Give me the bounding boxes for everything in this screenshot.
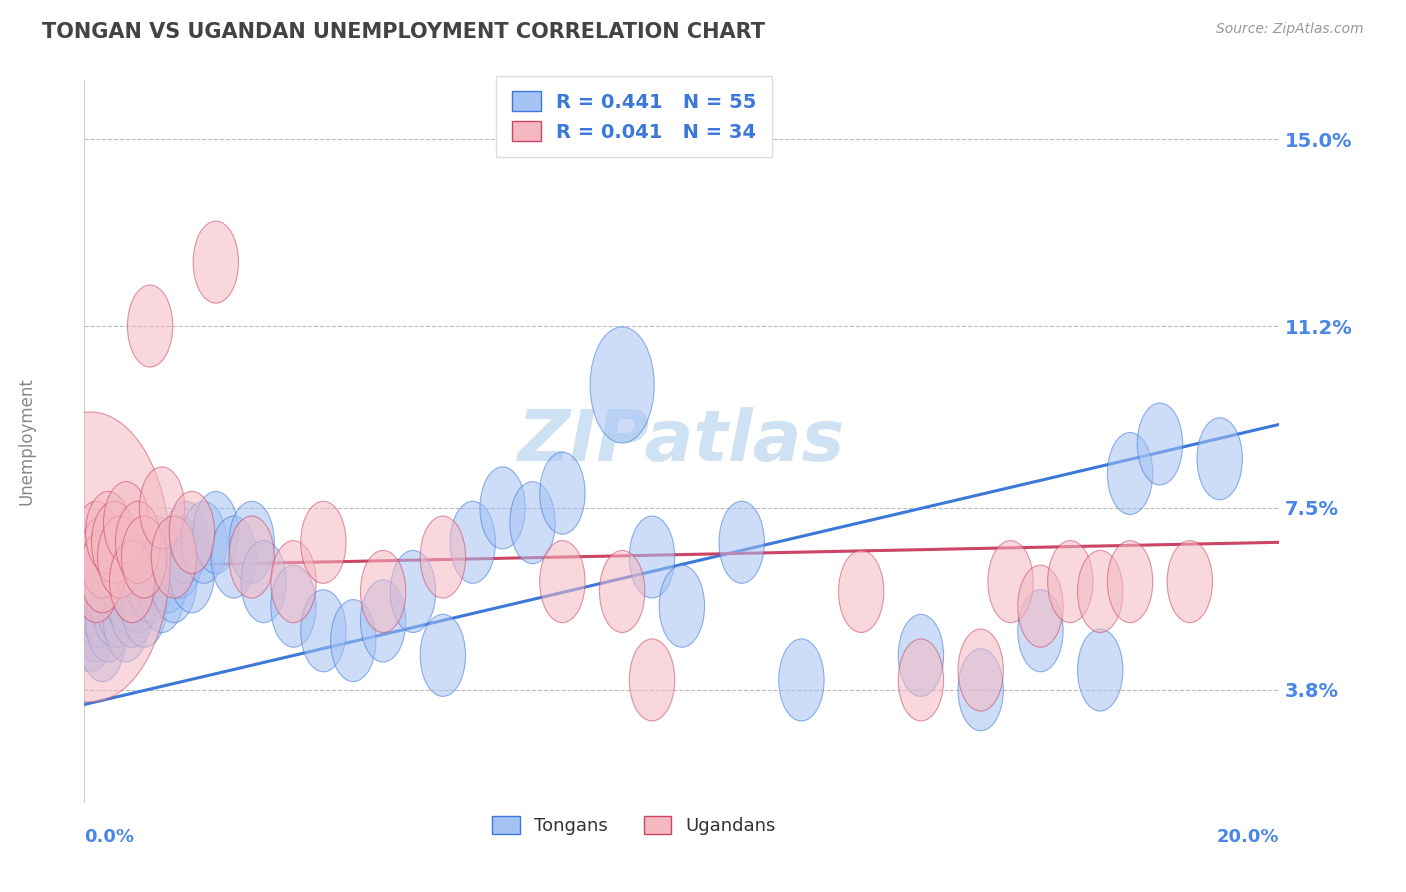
Ellipse shape xyxy=(229,501,274,583)
Ellipse shape xyxy=(898,639,943,721)
Ellipse shape xyxy=(115,501,160,583)
Ellipse shape xyxy=(957,629,1004,711)
Ellipse shape xyxy=(110,541,155,623)
Ellipse shape xyxy=(80,516,125,598)
Ellipse shape xyxy=(510,482,555,564)
Text: ZIPatlas: ZIPatlas xyxy=(519,407,845,476)
Ellipse shape xyxy=(91,501,136,583)
Ellipse shape xyxy=(163,501,208,583)
Ellipse shape xyxy=(181,501,226,583)
Ellipse shape xyxy=(91,531,136,613)
Ellipse shape xyxy=(80,566,125,648)
Ellipse shape xyxy=(110,541,155,623)
Ellipse shape xyxy=(73,501,120,583)
Ellipse shape xyxy=(139,550,184,632)
Ellipse shape xyxy=(91,541,136,623)
Ellipse shape xyxy=(240,541,287,623)
Ellipse shape xyxy=(80,599,125,681)
Ellipse shape xyxy=(104,482,149,564)
Ellipse shape xyxy=(97,541,143,623)
Ellipse shape xyxy=(121,516,167,598)
Ellipse shape xyxy=(1108,541,1153,623)
Ellipse shape xyxy=(193,221,239,303)
Ellipse shape xyxy=(97,516,143,598)
Ellipse shape xyxy=(718,501,765,583)
Ellipse shape xyxy=(169,531,215,613)
Text: 20.0%: 20.0% xyxy=(1218,828,1279,847)
Ellipse shape xyxy=(360,550,406,632)
Ellipse shape xyxy=(1077,550,1123,632)
Ellipse shape xyxy=(121,566,167,648)
Ellipse shape xyxy=(630,639,675,721)
Ellipse shape xyxy=(73,541,120,623)
Ellipse shape xyxy=(779,639,824,721)
Ellipse shape xyxy=(121,531,167,613)
Text: 0.0%: 0.0% xyxy=(84,828,135,847)
Ellipse shape xyxy=(169,491,215,574)
Ellipse shape xyxy=(1108,433,1153,515)
Ellipse shape xyxy=(211,516,256,598)
Ellipse shape xyxy=(10,412,170,702)
Ellipse shape xyxy=(128,541,173,623)
Ellipse shape xyxy=(115,550,160,632)
Ellipse shape xyxy=(152,516,197,598)
Ellipse shape xyxy=(157,516,202,598)
Ellipse shape xyxy=(86,550,131,632)
Ellipse shape xyxy=(630,516,675,598)
Ellipse shape xyxy=(86,580,131,662)
Ellipse shape xyxy=(229,516,274,598)
Ellipse shape xyxy=(139,467,184,549)
Ellipse shape xyxy=(301,501,346,583)
Ellipse shape xyxy=(420,615,465,697)
Ellipse shape xyxy=(91,566,136,648)
Ellipse shape xyxy=(479,467,526,549)
Ellipse shape xyxy=(957,648,1004,731)
Ellipse shape xyxy=(591,327,654,443)
Legend: Tongans, Ugandans: Tongans, Ugandans xyxy=(484,807,785,845)
Ellipse shape xyxy=(1047,541,1092,623)
Ellipse shape xyxy=(110,566,155,648)
Ellipse shape xyxy=(271,541,316,623)
Ellipse shape xyxy=(1137,403,1182,485)
Ellipse shape xyxy=(1197,417,1243,500)
Ellipse shape xyxy=(391,550,436,632)
Ellipse shape xyxy=(1018,590,1063,672)
Ellipse shape xyxy=(540,541,585,623)
Ellipse shape xyxy=(838,550,884,632)
Ellipse shape xyxy=(73,566,120,648)
Ellipse shape xyxy=(1018,566,1063,648)
Ellipse shape xyxy=(152,541,197,623)
Ellipse shape xyxy=(73,580,120,662)
Text: TONGAN VS UGANDAN UNEMPLOYMENT CORRELATION CHART: TONGAN VS UGANDAN UNEMPLOYMENT CORRELATI… xyxy=(42,22,765,42)
Ellipse shape xyxy=(86,491,131,574)
Ellipse shape xyxy=(193,491,239,574)
Ellipse shape xyxy=(898,615,943,697)
Text: Source: ZipAtlas.com: Source: ZipAtlas.com xyxy=(1216,22,1364,37)
Ellipse shape xyxy=(330,599,375,681)
Ellipse shape xyxy=(80,541,125,623)
Ellipse shape xyxy=(420,516,465,598)
Ellipse shape xyxy=(988,541,1033,623)
Ellipse shape xyxy=(360,580,406,662)
Ellipse shape xyxy=(540,452,585,534)
Ellipse shape xyxy=(1077,629,1123,711)
Ellipse shape xyxy=(104,580,149,662)
Ellipse shape xyxy=(128,285,173,368)
Ellipse shape xyxy=(80,531,125,613)
Ellipse shape xyxy=(134,516,179,598)
Ellipse shape xyxy=(97,566,143,648)
Ellipse shape xyxy=(450,501,495,583)
Ellipse shape xyxy=(104,550,149,632)
Y-axis label: Unemployment: Unemployment xyxy=(18,377,35,506)
Ellipse shape xyxy=(659,566,704,648)
Ellipse shape xyxy=(1167,541,1212,623)
Ellipse shape xyxy=(67,590,112,672)
Ellipse shape xyxy=(301,590,346,672)
Ellipse shape xyxy=(271,566,316,648)
Ellipse shape xyxy=(599,550,645,632)
Ellipse shape xyxy=(145,531,191,613)
